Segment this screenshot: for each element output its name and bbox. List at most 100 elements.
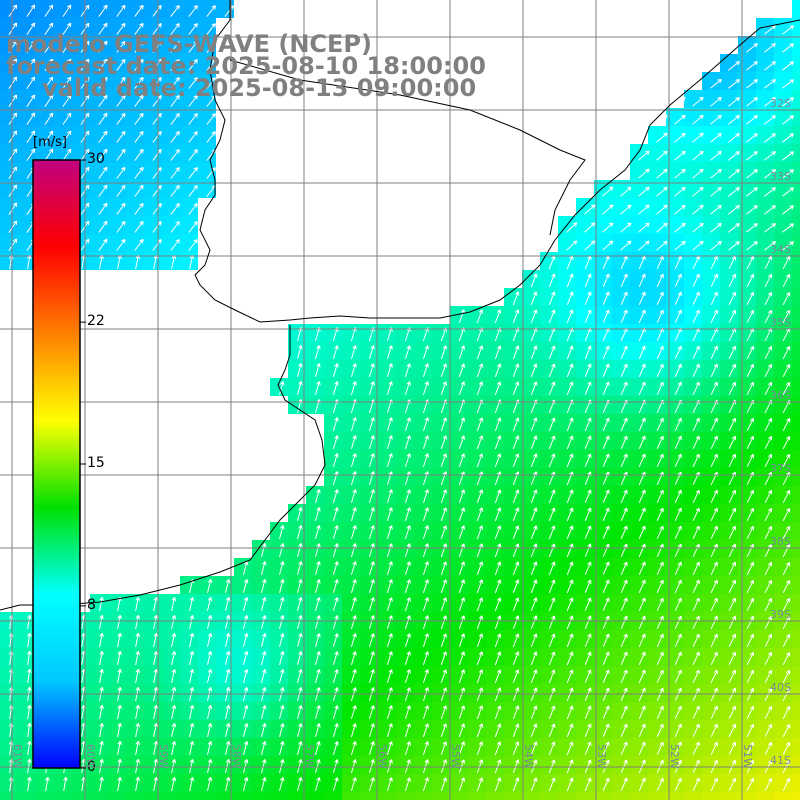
wind-cell [324,666,342,684]
wind-cell [306,684,324,702]
wind-arrow [674,204,686,215]
wind-arrow [584,507,592,521]
wind-cell [576,360,594,378]
wind-arrow [674,723,682,738]
wind-cell [540,666,558,684]
wind-arrow [620,222,632,233]
wind-arrow [8,76,18,89]
wind-arrow [602,417,610,431]
wind-arrow [170,149,180,161]
wind-cell [360,324,378,342]
wind-cell [450,522,468,540]
wind-arrow [602,309,610,323]
wind-arrow [458,651,466,666]
wind-cell [774,108,792,126]
wind-cell [666,396,684,414]
wind-cell [684,594,702,612]
wind-arrow [692,507,700,522]
wind-arrow [638,453,646,468]
wind-cell [270,594,288,612]
wind-cell [756,576,774,594]
wind-arrow [512,345,520,360]
wind-arrow [117,632,122,648]
wind-arrow [170,185,180,197]
wind-cell [180,198,198,216]
wind-cell [414,396,432,414]
wind-arrow [620,291,628,306]
wind-cell [360,594,378,612]
wind-arrow [206,77,216,89]
wind-arrow [171,596,177,612]
wind-cell [576,720,594,738]
wind-cell [792,414,800,432]
wind-arrow [602,489,610,503]
wind-arrow [764,777,773,792]
wind-cell [306,540,324,558]
wind-cell [594,414,612,432]
wind-arrow [99,740,104,756]
wind-cell [432,558,450,576]
wind-arrow [368,363,375,378]
wind-arrow [440,381,448,396]
wind-arrow [116,220,126,233]
wind-arrow [692,489,700,504]
wind-cell [486,792,504,800]
wind-cell [378,684,396,702]
wind-arrow [728,309,736,324]
wind-arrow [710,453,718,468]
wind-cell [162,198,180,216]
wind-arrow [261,759,267,774]
wind-cell [558,342,576,360]
wind-cell [540,324,558,342]
wind-arrow [297,579,303,594]
wind-cell [198,630,216,648]
wind-cell [738,432,756,450]
wind-cell [90,216,108,234]
wind-cell [648,486,666,504]
wind-cell [306,558,324,576]
wind-arrow [764,633,773,648]
wind-cell [324,450,342,468]
wind-cell [396,576,414,594]
wind-arrow [332,597,339,612]
wind-cell [288,342,306,360]
wind-cell [774,648,792,666]
wind-cell [324,774,342,792]
wind-cell [468,648,486,666]
wind-cell [684,522,702,540]
wind-arrow [422,669,429,684]
wind-cell [306,576,324,594]
wind-cell [360,558,378,576]
wind-arrow [584,759,592,773]
wind-cell [576,630,594,648]
wind-arrow [530,723,538,738]
wind-cell [774,720,792,738]
wind-arrow [368,741,375,756]
wind-cell [396,360,414,378]
wind-cell [504,378,522,396]
wind-cell [486,756,504,774]
wind-cell [144,720,162,738]
wind-cell [576,702,594,720]
wind-arrow [8,58,18,71]
wind-arrow [602,240,614,251]
wind-arrow [44,40,54,53]
wind-arrow [98,40,108,53]
wind-arrow [692,723,700,738]
wind-cell [450,486,468,504]
wind-cell [450,540,468,558]
wind-cell [648,360,666,378]
wind-arrow [206,5,216,17]
wind-arrow [116,238,126,251]
wind-cell [702,108,720,126]
wind-cell [522,360,540,378]
wind-cell [504,342,522,360]
wind-cell [270,738,288,756]
wind-cell [0,720,18,738]
wind-cell [18,90,36,108]
wind-cell [162,126,180,144]
wind-arrow [279,669,285,684]
wind-cell [504,540,522,558]
wind-cell [630,486,648,504]
wind-arrow [710,597,718,612]
